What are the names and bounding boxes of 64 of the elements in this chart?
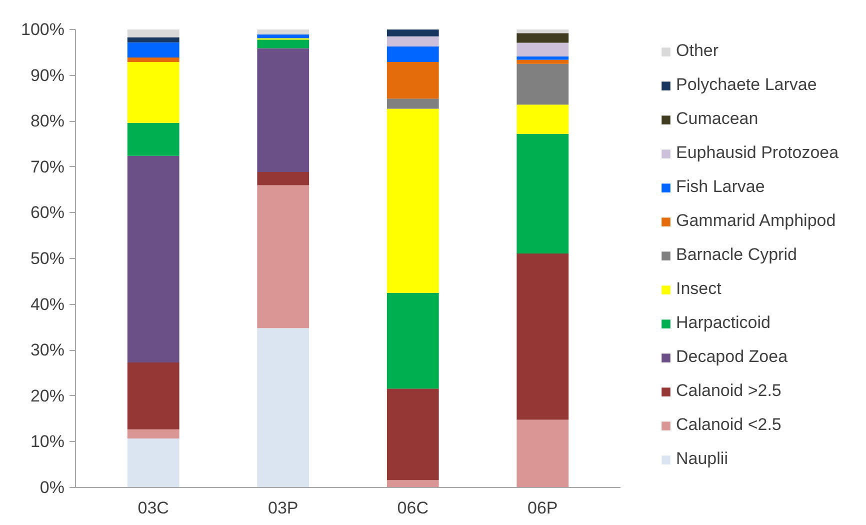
bar	[127, 30, 180, 38]
bar	[127, 42, 180, 58]
bar	[386, 36, 439, 46]
x-tick-label: 03P	[268, 498, 298, 518]
bar	[386, 46, 439, 62]
y-tick-label: 90%	[30, 66, 65, 85]
bar	[516, 420, 569, 488]
bar	[386, 292, 439, 389]
bar	[127, 438, 180, 488]
x-tick-label: 06C	[397, 498, 428, 518]
x-tick-label: 06P	[528, 498, 558, 518]
bar	[257, 40, 310, 48]
bar	[386, 108, 439, 293]
bar	[127, 429, 180, 438]
y-tick-label: 70%	[30, 157, 65, 176]
bar	[127, 122, 180, 156]
legend-label: Decapod Zoea	[676, 347, 788, 367]
legend-label: Euphausid Protozoea	[676, 143, 839, 163]
bar	[127, 156, 180, 362]
bar	[257, 30, 310, 35]
legend-label: Fish Larvae	[676, 177, 765, 197]
x-tick-label: 03C	[138, 498, 169, 518]
y-tick-label: 20%	[30, 386, 65, 406]
bar	[516, 30, 569, 34]
bar	[257, 34, 310, 38]
y-tick-label: 50%	[30, 249, 65, 268]
y-tick-label: 30%	[30, 340, 65, 360]
bar	[127, 62, 180, 123]
bar	[127, 362, 180, 430]
y-tick-label: 40%	[30, 294, 65, 314]
bar	[386, 62, 439, 99]
legend-label: Other	[676, 41, 719, 61]
y-tick-label: 10%	[30, 432, 65, 452]
y-tick-label: 60%	[30, 203, 65, 222]
bar	[516, 42, 569, 57]
bar	[386, 388, 439, 480]
legend-label: Cumacean	[676, 109, 758, 129]
y-tick-label: 0%	[40, 478, 65, 497]
bar	[516, 104, 569, 134]
bar	[386, 480, 439, 488]
bar	[386, 98, 439, 109]
bar	[516, 33, 569, 43]
legend-label: Gammarid Amphipod	[676, 211, 836, 231]
bar	[516, 64, 569, 105]
legend-label: Polychaete Larvae	[676, 75, 817, 95]
bar	[516, 134, 569, 254]
y-tick-label: 80%	[30, 112, 65, 131]
legend-label: Barnacle Cyprid	[676, 245, 797, 265]
bar	[516, 56, 569, 60]
bar	[127, 57, 180, 62]
bar	[257, 172, 310, 186]
legend-label: Calanoid >2.5	[676, 381, 782, 401]
bar	[516, 60, 569, 64]
bar	[257, 48, 310, 172]
bar	[386, 30, 439, 36]
bar	[127, 37, 180, 42]
bar	[516, 253, 569, 420]
legend-label: Calanoid <2.5	[676, 415, 782, 435]
y-tick-label: 100%	[21, 20, 65, 39]
bar	[257, 328, 310, 488]
legend-label: Insect	[676, 279, 722, 299]
legend-label: Nauplii	[676, 449, 728, 469]
legend-label: Harpacticoid	[676, 313, 770, 333]
bar	[257, 185, 310, 328]
